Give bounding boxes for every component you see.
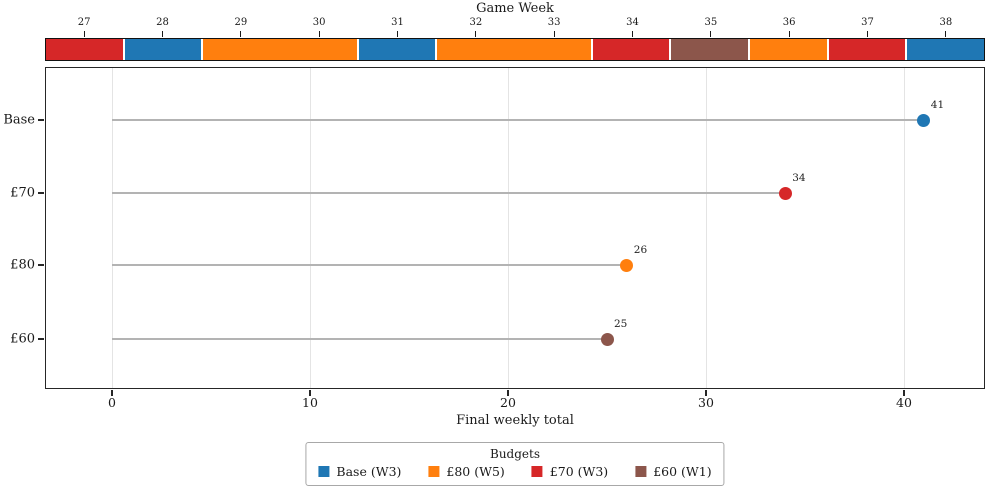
strip-segment-red [828,39,906,60]
legend-label: £80 (W5) [446,464,505,479]
x-tick-mark [903,390,905,396]
gridline [705,68,707,388]
legend-label: £70 (W3) [549,464,609,479]
legend-entry: Base (W3) [318,464,401,479]
week-tick-mark [83,31,85,37]
week-tick-label: 28 [156,17,169,28]
legend-entries: Base (W3) £80 (W5) £70 (W3) £60 (W1) [318,464,712,479]
x-tick-mark [111,390,113,396]
game-week-strip [45,38,985,61]
x-tick-label: 20 [500,395,516,410]
legend-label: Base (W3) [336,464,402,479]
value-label: 26 [633,244,648,256]
strip-segment-orange [750,39,827,60]
value-label: 34 [792,172,806,184]
legend-entry: £80 (W5) [428,464,505,479]
legend-swatch-red [531,466,543,477]
week-tick-mark [162,31,163,37]
value-label: 25 [614,318,628,330]
x-tick-mark [507,390,509,396]
week-tick-label: 37 [861,17,874,28]
strip-segment-blue [358,39,436,60]
strip-segment-orange [437,39,591,60]
gridline [903,68,905,388]
game-week-title: Game Week [476,1,554,16]
y-tick-label: £70 [10,185,35,201]
game-week-axis: 27 28 29 30 31 32 33 34 35 36 37 38 [45,0,985,38]
x-tick-mark [309,390,311,396]
week-tick-label: 32 [469,17,483,28]
stem [112,191,786,195]
week-tick-mark [632,31,633,37]
week-tick-mark [240,31,242,37]
strip-segment-red [592,39,670,60]
y-tick-label: Base [3,112,35,128]
week-tick-label: 38 [939,17,953,28]
x-tick-label: 40 [896,395,912,410]
main-plot: 0 10 20 30 40 Base 41 £70 34 £80 26 £60 25 [3,67,985,410]
stem [112,118,924,122]
week-tick-mark [788,31,790,37]
legend-entry: £70 (W3) [531,464,609,479]
strip-segment-blue [907,39,985,60]
week-tick-mark [475,31,477,37]
strip-segment-blue [124,39,202,60]
week-tick-label: 27 [77,17,91,28]
gridline [507,68,509,388]
x-tick-label: 0 [108,395,116,410]
y-tick-mark [38,264,44,266]
week-tick-label: 35 [704,17,718,28]
week-tick-mark [397,31,398,37]
y-tick-label: £60 [10,331,35,347]
stem [112,263,627,267]
stem [112,337,607,341]
value-label: 41 [930,99,945,111]
y-tick-label: £80 [10,257,35,273]
week-tick-label: 31 [391,17,404,28]
week-tick-label: 30 [312,17,326,28]
legend-swatch-orange [428,466,440,477]
legend-swatch-blue [318,466,330,477]
week-tick-mark [945,31,947,37]
x-tick-label: 30 [698,395,714,410]
week-tick-mark [710,31,712,37]
data-point [600,332,614,346]
week-tick-label: 29 [234,17,248,28]
y-tick-mark [38,192,44,194]
gridline [111,68,113,388]
strip-segment-orange [203,39,357,60]
legend-swatch-brown [635,466,647,477]
strip-segment-red [46,39,123,60]
strip-segment-brown [671,39,749,60]
legend-label: £60 (W1) [653,464,712,479]
legend: Budgets Base (W3) £80 (W5) £70 (W3) £60 (W1… [305,442,725,486]
x-tick-mark [705,390,707,396]
week-tick-mark [318,31,320,37]
y-tick-mark [38,338,44,340]
legend-title: Budgets [490,447,540,461]
week-tick-mark [867,31,868,37]
x-tick-label: 10 [302,395,318,410]
gridline [309,68,311,388]
legend-entry: £60 (W1) [635,464,712,479]
week-tick-label: 34 [626,17,639,28]
data-point [778,186,792,200]
y-tick-mark [38,119,44,121]
data-point [917,113,931,127]
week-tick-label: 33 [547,17,561,28]
week-tick-mark [553,31,555,37]
x-axis-label: Final weekly total [456,413,574,428]
data-point [620,258,634,272]
week-tick-label: 36 [782,17,796,28]
